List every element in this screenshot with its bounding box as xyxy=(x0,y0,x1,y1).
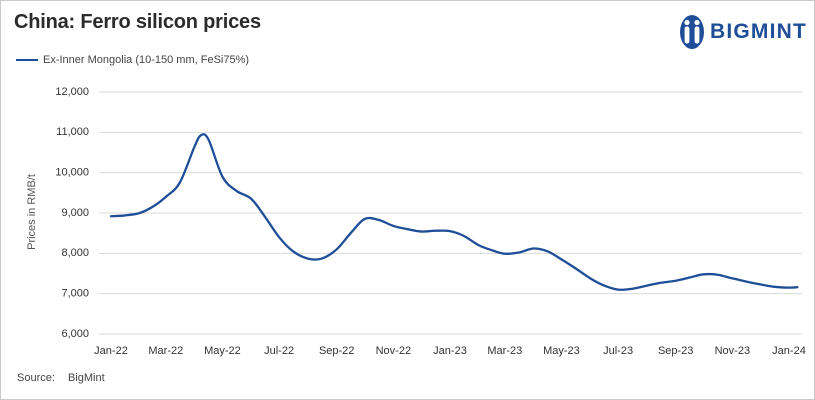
chart-title: China: Ferro silicon prices xyxy=(14,11,261,33)
source-note: Source: BigMint xyxy=(17,372,105,384)
y-tick-label: 12,000 xyxy=(55,86,89,98)
gridlines xyxy=(99,91,802,335)
y-tick-label: 10,000 xyxy=(55,167,89,179)
x-tick-label: May-23 xyxy=(543,345,580,357)
y-tick-label: 7,000 xyxy=(61,288,89,300)
x-axis-ticks: Jan-22 Mar-22 May-22 Jul-22 Sep-22 Nov-22 Jan-… xyxy=(94,345,806,357)
x-tick-label: Nov-22 xyxy=(376,345,411,357)
x-tick-label: Sep-22 xyxy=(319,345,354,357)
legend-swatch xyxy=(16,59,38,61)
y-axis-title: Prices in RMB/t xyxy=(26,174,38,250)
x-tick-label: Mar-22 xyxy=(148,345,183,357)
x-tick-label: Jul-23 xyxy=(603,345,633,357)
x-tick-label: Mar-23 xyxy=(487,345,522,357)
legend: Ex-Inner Mongolia (10-150 mm, FeSi75%) xyxy=(16,53,249,67)
x-tick-label: May-22 xyxy=(204,345,241,357)
source-label: Source: xyxy=(17,372,55,384)
y-tick-label: 6,000 xyxy=(61,328,89,340)
y-axis-ticks: 6,000 7,000 8,000 9,000 10,000 11,000 12,000 xyxy=(55,86,89,340)
x-tick-label: Jan-22 xyxy=(94,345,128,357)
x-tick-label: Jan-24 xyxy=(772,345,806,357)
y-tick-label: 9,000 xyxy=(61,207,89,219)
logo-text: BIGMINT xyxy=(710,20,808,43)
bigmint-figure-icon xyxy=(680,15,704,49)
legend-label: Ex-Inner Mongolia (10-150 mm, FeSi75%) xyxy=(43,54,250,66)
x-tick-label: Sep-23 xyxy=(658,345,693,357)
y-tick-label: 8,000 xyxy=(61,247,89,259)
x-tick-label: Nov-23 xyxy=(715,345,750,357)
x-tick-label: Jul-22 xyxy=(264,345,294,357)
series-line-ex-inner-mongolia xyxy=(109,133,799,291)
bigmint-logo: BIGMINT xyxy=(679,13,807,51)
source-value: BigMint xyxy=(67,372,105,384)
y-tick-label: 11,000 xyxy=(56,126,89,138)
x-tick-label: Jan-23 xyxy=(433,345,467,357)
